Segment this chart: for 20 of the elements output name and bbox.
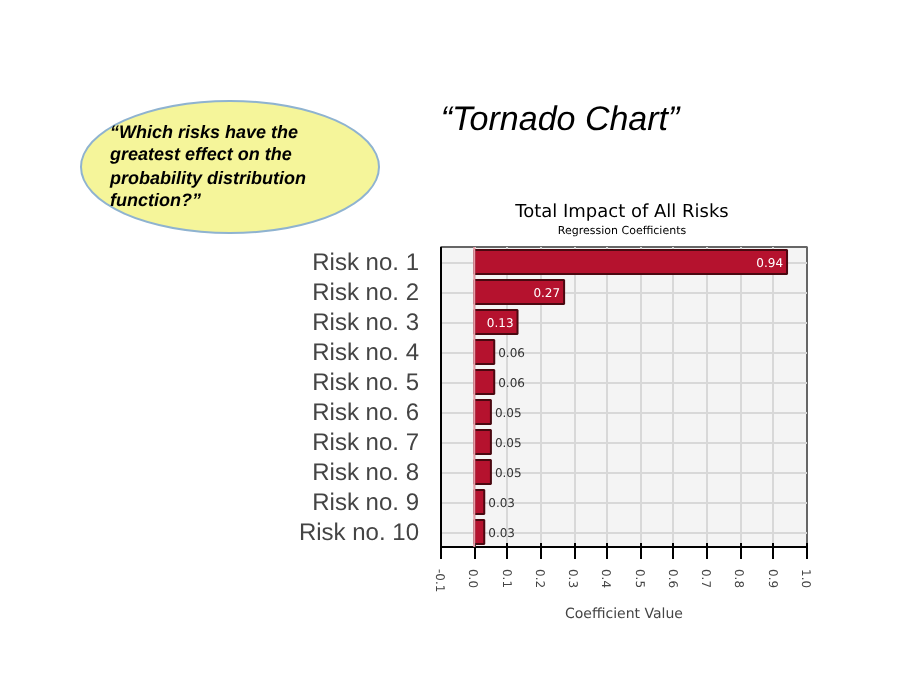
y-tick-label: Risk no. 9 [312, 488, 420, 516]
y-tick-label: Risk no. 5 [312, 368, 420, 396]
bar [473, 249, 789, 275]
y-tick-label: Risk no. 2 [312, 278, 420, 306]
bar [473, 399, 492, 425]
y-tick-label: Risk no. 6 [312, 398, 420, 426]
bar [473, 339, 496, 365]
bar [473, 369, 496, 395]
text: “Tornado Chart” [440, 99, 680, 138]
chart-title: Total Impact of All Risks [513, 201, 731, 225]
y-tick-label: Risk no. 3 [312, 308, 420, 336]
y-tick-label: Risk no. 8 [312, 458, 420, 486]
bar [473, 279, 566, 305]
bar [473, 459, 492, 485]
y-tick-label: Risk no. 4 [312, 338, 420, 366]
text: “Which risks have the greatest effect on the probability distribution function?” [80, 100, 380, 234]
y-tick-label: Risk no. 1 [312, 248, 420, 276]
y-tick-label: Risk no. 10 [298, 518, 420, 546]
y-tick-label: Risk no. 7 [312, 428, 420, 456]
bar [473, 429, 492, 455]
